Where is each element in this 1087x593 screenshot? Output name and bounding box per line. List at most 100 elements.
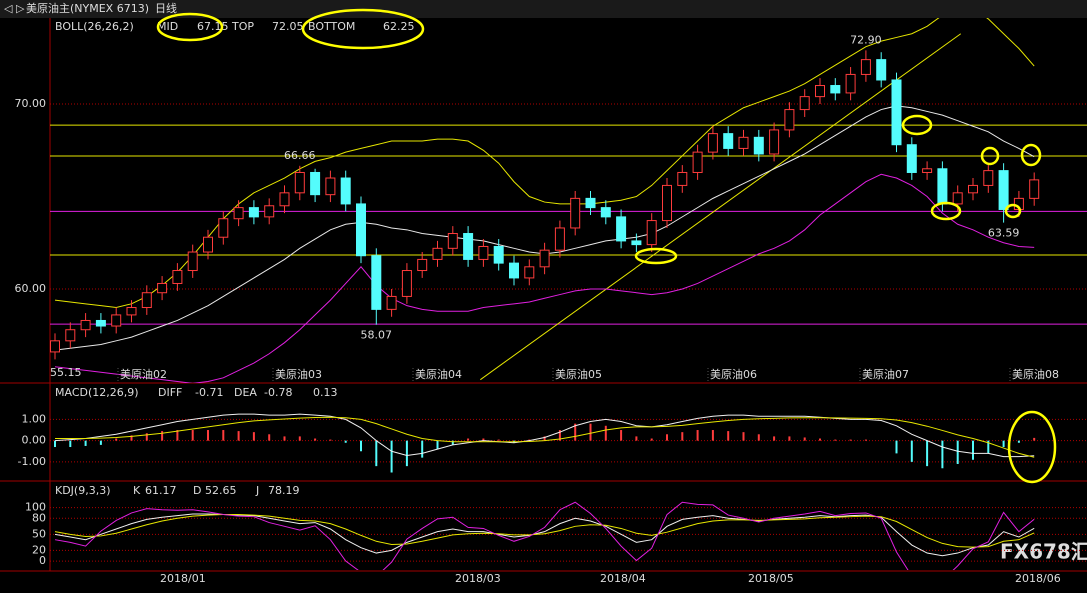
legend-value: 62.25 <box>383 20 415 33</box>
candle-body <box>937 168 948 205</box>
indicator-name: BOLL(26,26,2) <box>55 20 134 33</box>
y-tick-label: 0 <box>39 554 46 567</box>
candle-body <box>80 319 91 331</box>
candle-body <box>401 270 412 297</box>
candle-body <box>631 240 642 246</box>
highlight <box>1004 203 1022 219</box>
highlight <box>1020 143 1042 167</box>
toolbar-title: 美原油主(NYMEX 6713) <box>26 1 149 15</box>
candle-body <box>493 245 504 264</box>
legend-name: DIFF <box>158 386 182 399</box>
marks: 70.00 60.00 BOLL(26,26,2) MID 67.15 TOP 72.05 B… <box>15 18 1087 585</box>
price-annotation: 58.07 <box>361 329 393 342</box>
candle-body <box>677 171 688 186</box>
y-tick-label: 60.00 <box>15 282 47 295</box>
candle-body <box>968 184 978 194</box>
toolbar-period[interactable]: 日线 <box>155 1 177 15</box>
candle-body <box>738 136 749 149</box>
toolbar-icons[interactable]: ◁ ▷ <box>4 2 25 15</box>
candle-body <box>233 207 244 220</box>
candle-body <box>141 292 152 309</box>
highlight <box>156 12 224 42</box>
candle-body <box>723 133 734 149</box>
candle-body <box>753 136 764 155</box>
legend-value: 67.15 <box>197 20 229 33</box>
candle-body <box>65 329 76 342</box>
candle-body <box>830 85 841 94</box>
legend-name: D <box>193 484 201 497</box>
legend-value: -0.71 <box>195 386 223 399</box>
candle-body <box>845 73 856 94</box>
indicator-line <box>54 514 1035 548</box>
price-annotation: 63.59 <box>988 227 1020 240</box>
candle-body <box>983 170 994 186</box>
legend-name: BOTTOM <box>308 20 355 33</box>
indicator-line <box>55 416 1035 458</box>
legend-value: 72.05 <box>272 20 304 33</box>
trend-line <box>480 33 962 381</box>
y-tick-label: 50 <box>32 527 46 540</box>
candle-body <box>998 170 1009 210</box>
candle-body <box>432 247 443 260</box>
legend-value: 78.19 <box>268 484 300 497</box>
x-tick-label: 美原油03 <box>275 367 322 381</box>
highlight-ellipses <box>156 8 1057 484</box>
legend-value: -0.78 <box>264 386 292 399</box>
y-tick-label: 0.00 <box>22 434 47 447</box>
candle-body <box>952 192 963 205</box>
candle-body <box>325 177 336 196</box>
candle-body <box>463 233 474 260</box>
candle-body <box>707 133 718 153</box>
indicator-line <box>54 18 1035 309</box>
x-tick-label: 美原油04 <box>415 367 462 381</box>
watermark: FX678汇通网 <box>1000 540 1087 564</box>
candle-body <box>922 168 933 173</box>
candle-body <box>585 197 596 209</box>
candle-body <box>799 96 810 111</box>
x-tick-label: 美原油02 <box>120 367 167 381</box>
candle-body <box>876 59 887 81</box>
candle-body <box>371 255 382 310</box>
candle-body <box>356 203 366 257</box>
x-tick-label: 2018/04 <box>600 572 646 585</box>
price-annotation: 72.90 <box>850 33 882 46</box>
candle-body <box>447 233 458 249</box>
indicator-name: MACD(12,26,9) <box>55 386 139 399</box>
legend-value: 0.13 <box>313 386 338 399</box>
candle-body <box>187 251 198 272</box>
highlight <box>634 247 678 265</box>
candle-body <box>157 282 168 294</box>
candle-body <box>264 205 275 218</box>
x-tick-label: 2018/01 <box>160 572 206 585</box>
candle-body <box>784 109 795 131</box>
indicator-line <box>54 513 1035 557</box>
candle-body <box>50 340 60 353</box>
candle-body <box>646 220 657 246</box>
price-annotation: 66.66 <box>284 149 316 162</box>
y-tick-label: 100 <box>25 501 46 514</box>
x-tick-label: 2018/06 <box>1015 572 1061 585</box>
indicator-line <box>54 413 1035 458</box>
candle-body <box>891 79 902 146</box>
x-tick-label: 2018/03 <box>455 572 501 585</box>
candle-body <box>860 59 871 75</box>
candle-body <box>539 249 550 268</box>
corner-label: 55.15 <box>50 366 82 379</box>
indicator-line <box>54 501 1035 570</box>
candle-body <box>203 236 213 253</box>
candle-body <box>1029 179 1040 199</box>
candle-body <box>417 258 428 272</box>
candle-body <box>662 184 672 222</box>
highlight <box>301 8 425 50</box>
candle-body <box>386 295 397 310</box>
legend-name: K <box>133 484 141 497</box>
candle-body <box>218 218 229 238</box>
y-tick-label: 1.00 <box>22 412 47 425</box>
candle-body <box>478 245 489 260</box>
candle-body <box>111 314 122 327</box>
candle-body <box>95 319 106 327</box>
candle-body <box>340 177 351 205</box>
candle-body <box>524 266 535 279</box>
